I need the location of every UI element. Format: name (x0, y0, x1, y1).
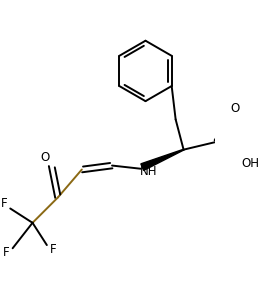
Text: O: O (231, 102, 240, 115)
Text: NH: NH (140, 165, 157, 178)
Text: F: F (1, 197, 7, 210)
Polygon shape (141, 149, 184, 170)
Text: F: F (50, 243, 56, 255)
Text: OH: OH (241, 157, 259, 170)
Text: F: F (3, 246, 10, 259)
Text: O: O (41, 151, 50, 164)
